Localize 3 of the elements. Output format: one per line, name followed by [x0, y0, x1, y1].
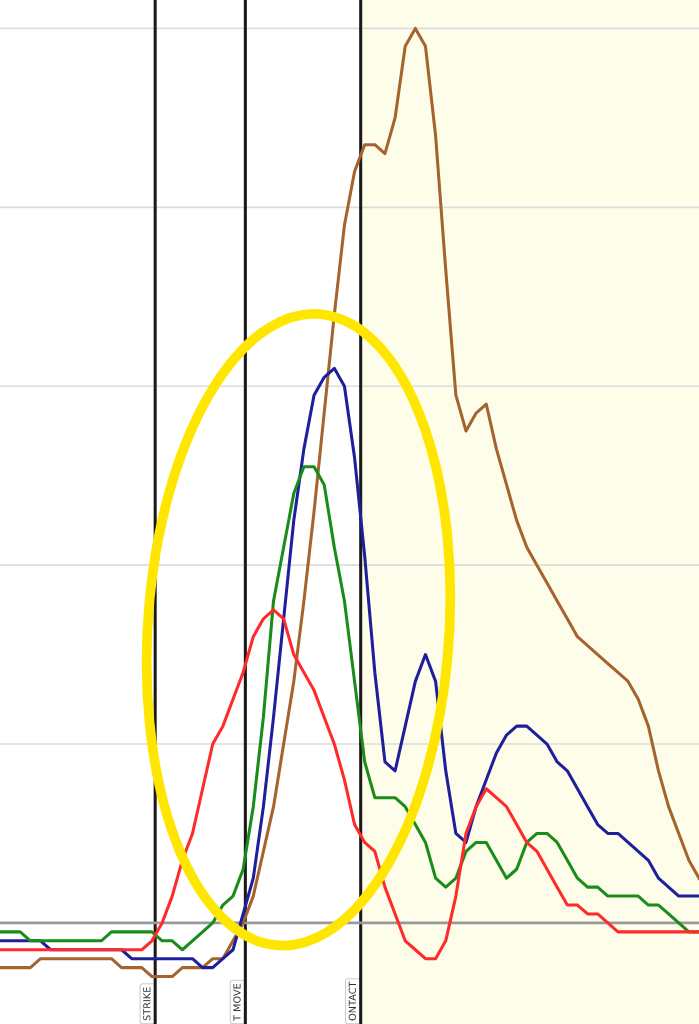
text: ONTACT: [348, 981, 356, 1021]
text: T MOVE: [233, 983, 241, 1021]
text: STRIKE: [143, 987, 151, 1021]
